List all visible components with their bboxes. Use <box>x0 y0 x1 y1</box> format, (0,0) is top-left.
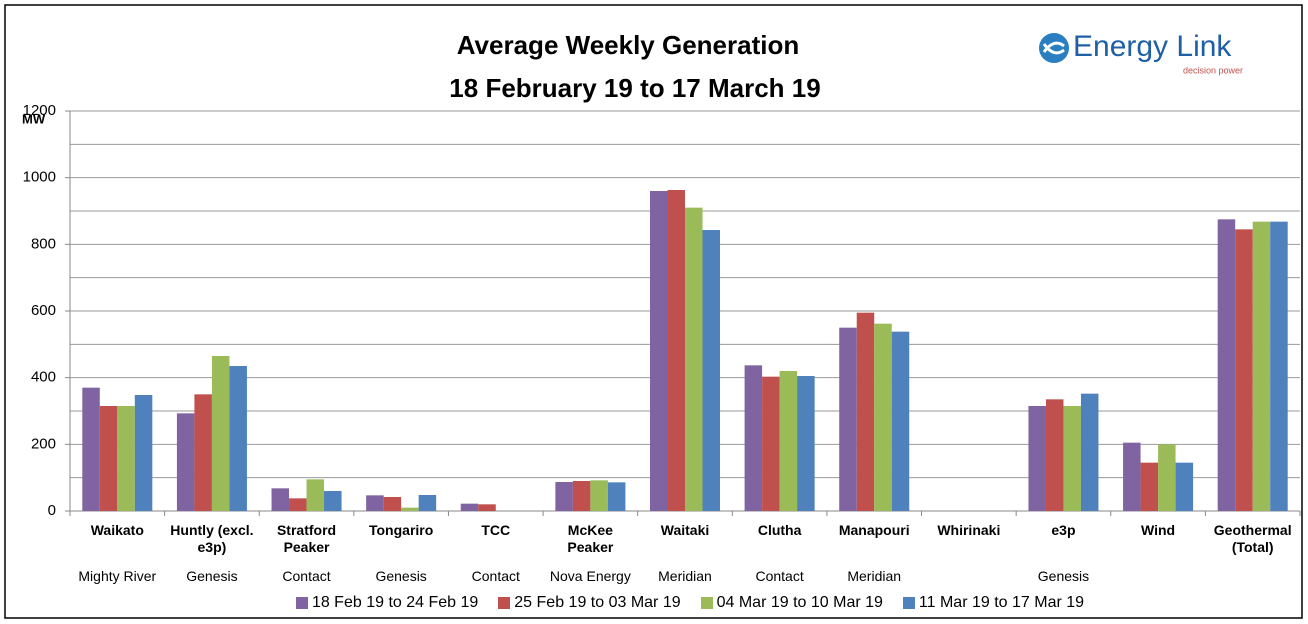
legend-label: 11 Mar 19 to 17 Mar 19 <box>918 594 1085 611</box>
owner-label: Genesis <box>186 568 238 584</box>
y-tick-label: 1200 <box>23 102 56 119</box>
bar <box>1080 393 1099 511</box>
bar <box>1158 444 1176 511</box>
bar <box>1063 406 1081 511</box>
y-tick-label: 200 <box>31 435 56 452</box>
bar <box>82 387 100 511</box>
y-tick-label: 1000 <box>23 169 56 186</box>
bar <box>211 356 230 511</box>
legend-item: 11 Mar 19 to 17 Mar 19 <box>902 594 1085 612</box>
x-tick-label: Stratford Peaker <box>276 522 337 555</box>
legend-swatch <box>498 597 511 609</box>
x-tick-label: Whirinaki <box>937 522 1001 538</box>
x-tick-label: Waitaki <box>660 522 710 538</box>
bar <box>555 482 573 511</box>
bar <box>572 481 591 511</box>
bar <box>324 491 342 511</box>
bar <box>874 323 892 511</box>
chart-title: Average Weekly Generation <box>457 30 799 60</box>
bar <box>117 406 135 511</box>
bar <box>667 190 685 511</box>
bar <box>762 376 780 511</box>
x-tick-label: TCC <box>481 522 511 538</box>
owner-label: Meridian <box>847 568 902 584</box>
legend-swatch <box>295 597 308 609</box>
bar <box>649 191 668 511</box>
bar <box>383 497 402 511</box>
bar <box>607 482 626 511</box>
owner-label: Contact <box>471 568 520 584</box>
bar <box>306 479 325 511</box>
y-tick-label: 800 <box>31 235 56 252</box>
owner-label: Contact <box>282 568 331 584</box>
bar <box>779 371 798 511</box>
x-tick-label: Clutha <box>757 522 802 538</box>
logo-name: Energy Link <box>1073 30 1232 63</box>
legend-item: 04 Mar 19 to 10 Mar 19 <box>700 594 883 612</box>
y-axis-label: MW <box>22 111 46 126</box>
owner-label: Genesis <box>1037 568 1090 584</box>
x-tick-label: Tongariro <box>368 522 434 538</box>
bar <box>744 365 763 511</box>
x-tick-label: Geothermal (Total) <box>1213 522 1292 555</box>
y-tick-label: 400 <box>31 369 56 386</box>
chart-subtitle: 18 February 19 to 17 March 19 <box>449 73 820 103</box>
bar <box>702 230 721 511</box>
x-tick-label: Wind <box>1141 522 1176 538</box>
legend-swatch <box>902 597 915 609</box>
logo-tagline: decision power <box>1183 65 1243 75</box>
bar <box>271 488 290 511</box>
bar <box>401 507 419 511</box>
frame <box>4 4 1303 619</box>
x-tick-label: Huntly (excl. e3p) <box>170 522 254 555</box>
logo-swirl <box>1042 41 1065 55</box>
bar <box>685 207 703 511</box>
logo-icon <box>1039 33 1069 63</box>
bar <box>891 331 910 511</box>
bar <box>1123 442 1141 511</box>
bar <box>1270 221 1288 511</box>
bar <box>460 503 479 511</box>
x-tick-label: e3p <box>1051 522 1076 538</box>
bar <box>194 394 212 511</box>
legend-label: 04 Mar 19 to 10 Mar 19 <box>716 594 883 611</box>
bar <box>1235 229 1253 512</box>
bar <box>1175 462 1194 511</box>
legend: 18 Feb 19 to 24 Feb 19 25 Feb 19 to 03 Ma… <box>0 594 1308 612</box>
x-tick-label: Waikato <box>90 522 144 538</box>
bar <box>839 327 857 511</box>
bar <box>1217 219 1236 512</box>
legend-label: 25 Feb 19 to 03 Mar 19 <box>514 594 681 611</box>
y-tick-label: 600 <box>31 302 56 319</box>
bar <box>418 495 437 511</box>
bar <box>99 406 118 511</box>
y-tick-label: 0 <box>48 502 56 519</box>
bar <box>229 366 247 511</box>
bar <box>1028 406 1046 511</box>
legend-label: 18 Feb 19 to 24 Feb 19 <box>311 594 479 611</box>
owner-label: Contact <box>755 568 804 584</box>
bar <box>1045 399 1064 511</box>
legend-item: 18 Feb 19 to 24 Feb 19 <box>295 594 479 612</box>
bar <box>1140 462 1159 511</box>
owner-label: Meridian <box>658 568 712 584</box>
bar <box>289 498 307 511</box>
bar <box>134 395 153 511</box>
legend-swatch <box>700 597 713 609</box>
bar <box>856 312 875 511</box>
owner-label: Nova Energy <box>549 568 631 584</box>
bar <box>797 376 815 511</box>
owner-label: Mighty River <box>78 568 157 584</box>
bar <box>176 413 195 511</box>
bar <box>366 495 384 511</box>
x-tick-label: Manapouri <box>838 522 910 538</box>
bar <box>1252 221 1271 511</box>
owner-label: Genesis <box>375 568 427 584</box>
legend-item: 25 Feb 19 to 03 Mar 19 <box>498 594 681 612</box>
bar <box>478 504 496 511</box>
x-tick-label: McKee Peaker <box>567 522 614 555</box>
bar <box>590 480 608 511</box>
